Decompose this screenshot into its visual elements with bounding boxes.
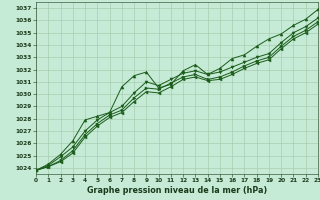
X-axis label: Graphe pression niveau de la mer (hPa): Graphe pression niveau de la mer (hPa): [87, 186, 267, 195]
